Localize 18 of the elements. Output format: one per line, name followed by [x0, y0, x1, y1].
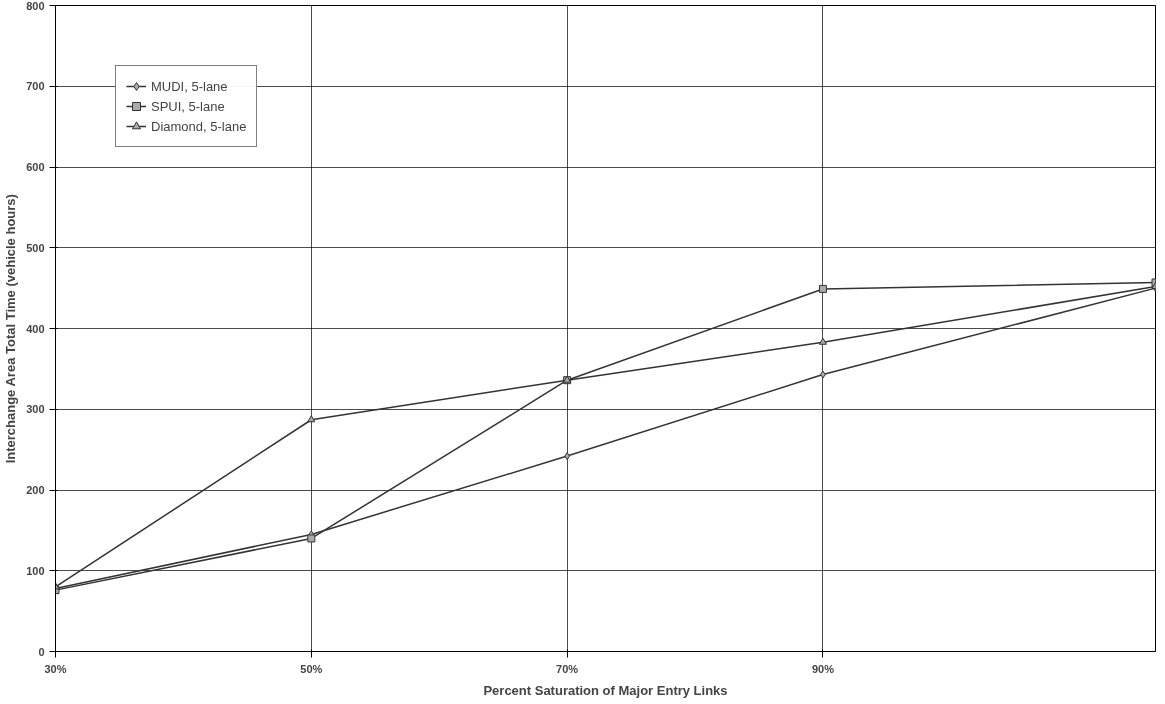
x-tick-label: 70% — [556, 662, 579, 675]
y-tick-label: 200 — [26, 484, 45, 496]
y-tick-label: 400 — [26, 322, 45, 335]
y-tick-label: 0 — [38, 645, 45, 658]
x-tick-label: 50% — [300, 662, 323, 675]
y-tick-label: 700 — [26, 80, 45, 93]
y-tick-label: 100 — [26, 564, 45, 577]
x-axis-title: Percent Saturation of Major Entry Links — [483, 682, 728, 698]
x-tick-label: 30% — [44, 662, 67, 675]
x-tick-label: 90% — [811, 662, 835, 675]
legend-label: MUDI, 5-lane — [151, 78, 228, 94]
y-tick-label: 500 — [26, 241, 45, 254]
y-axis-title: Interchange Area Total Time (vehicle hours) — [3, 194, 19, 464]
legend-label: SPUI, 5-lane — [151, 98, 225, 114]
y-tick-label: 300 — [26, 403, 45, 416]
y-tick-label: 800 — [26, 0, 45, 12]
y-tick-label: 600 — [26, 161, 45, 173]
legend-label: Diamond, 5-lane — [151, 118, 247, 134]
